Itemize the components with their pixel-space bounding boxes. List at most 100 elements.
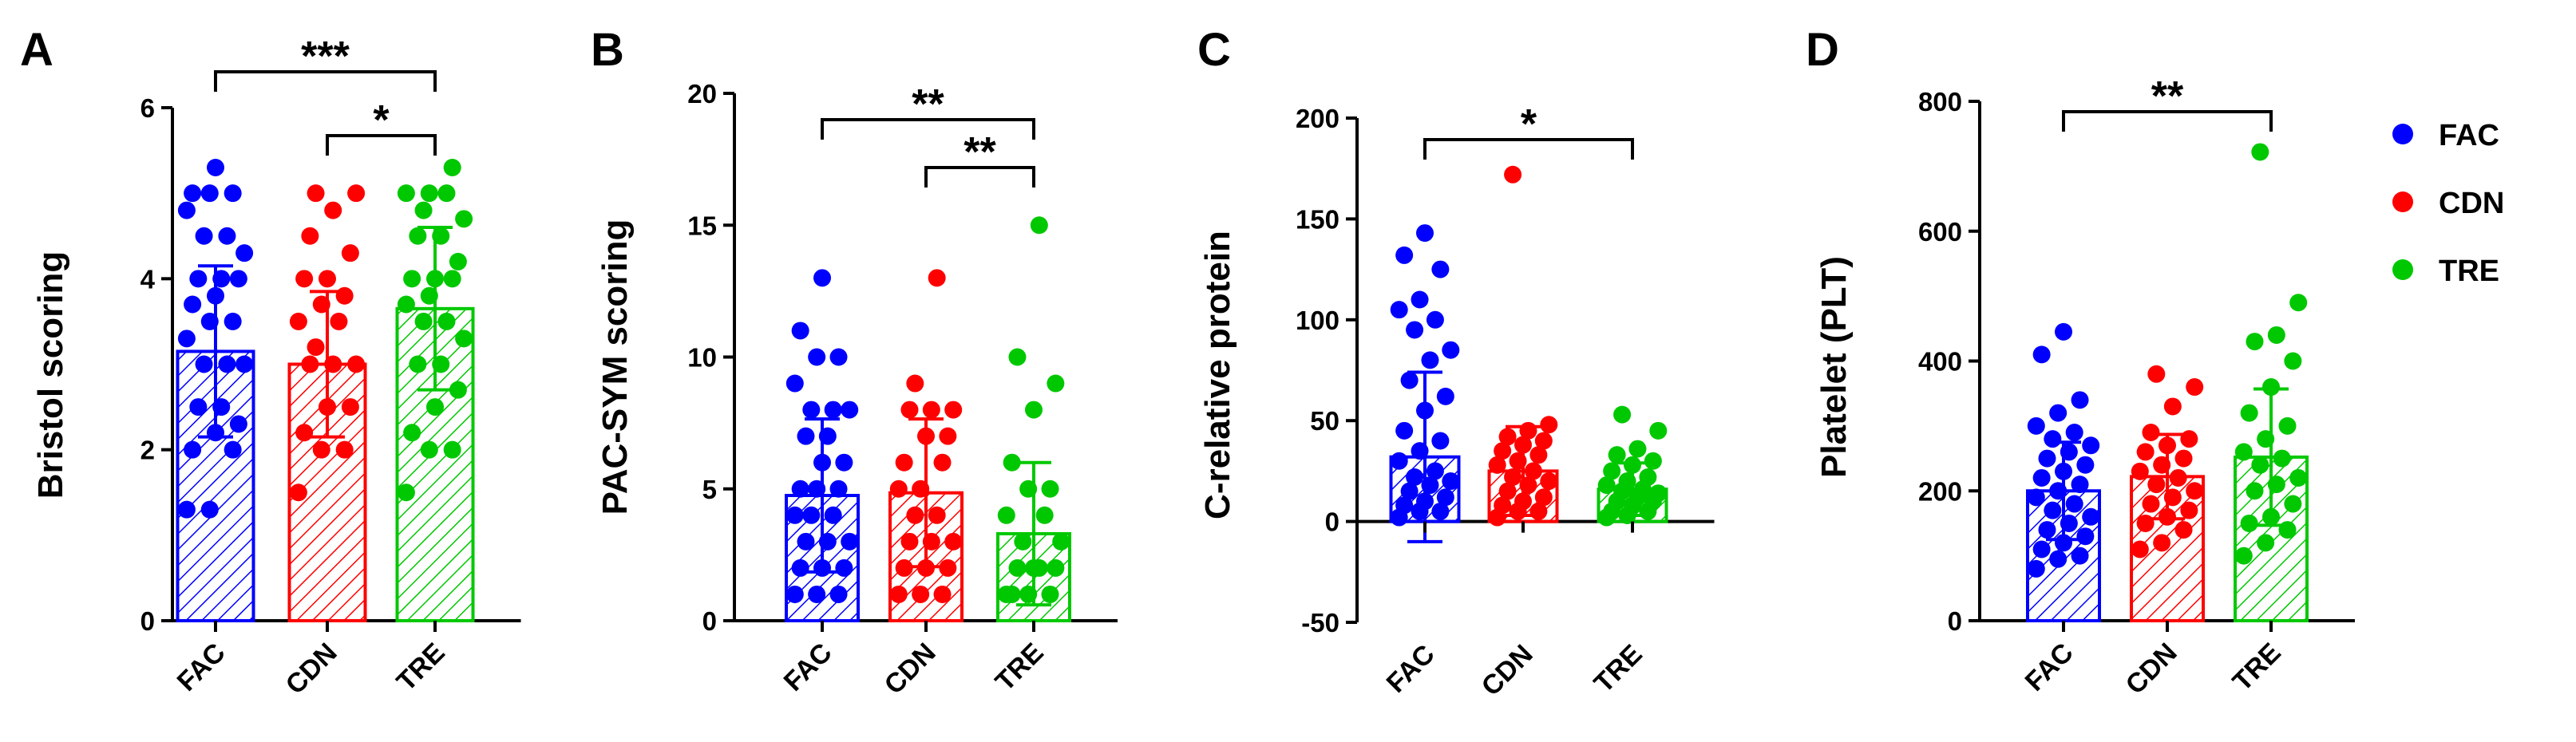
data-point-cdn	[889, 480, 908, 498]
data-point-fac	[177, 330, 196, 348]
data-point-fac	[1411, 290, 1429, 309]
data-point-cdn	[2186, 378, 2204, 397]
data-point-cdn	[312, 440, 330, 459]
data-point-cdn	[906, 506, 924, 524]
data-point-fac	[808, 348, 826, 366]
data-point-cdn	[347, 355, 366, 373]
data-point-tre	[1603, 462, 1621, 480]
data-point-tre	[420, 440, 438, 459]
data-point-fac	[229, 270, 247, 288]
data-point-fac	[835, 453, 853, 472]
data-point-fac	[1406, 468, 1424, 486]
data-point-cdn	[2180, 430, 2198, 448]
data-point-fac	[1400, 371, 1419, 389]
data-point-cdn	[1498, 482, 1517, 500]
data-point-tre	[2251, 456, 2269, 474]
y-tick-label: 10	[687, 343, 717, 373]
data-point-tre	[1003, 585, 1021, 603]
data-point-cdn	[939, 558, 957, 577]
data-point-tre	[397, 483, 415, 502]
data-point-tre	[449, 381, 467, 399]
data-point-tre	[414, 201, 433, 219]
x-tick-label-cdn: CDN	[879, 637, 942, 701]
data-point-tre	[2273, 449, 2291, 468]
data-point-cdn	[1524, 462, 1542, 480]
data-point-tre	[397, 295, 415, 314]
panel-b: B PAC-SYM scoring 0 5 10 15 20 FAC CDN TRE ** **	[591, 24, 1118, 701]
y-tick-label: 2	[140, 436, 155, 465]
data-point-fac	[189, 270, 208, 288]
data-point-cdn	[2153, 534, 2171, 552]
data-point-tre	[1639, 468, 1657, 486]
data-point-fac	[1431, 502, 1450, 520]
y-tick-label: 800	[1918, 87, 1962, 116]
data-point-fac	[1390, 452, 1408, 470]
data-point-cdn	[335, 286, 354, 305]
data-point-fac	[829, 585, 848, 603]
x-tick-label-fac: FAC	[778, 637, 838, 697]
y-tick-label: 400	[1918, 347, 1962, 377]
data-point-fac	[1400, 482, 1419, 500]
data-point-tre	[2257, 534, 2275, 552]
data-point-fac	[1421, 351, 1439, 369]
data-point-fac	[1431, 432, 1450, 450]
data-point-fac	[2049, 550, 2068, 568]
data-point-cdn	[928, 506, 946, 524]
data-point-tre	[426, 398, 444, 416]
data-point-tre	[403, 424, 421, 442]
data-point-cdn	[330, 312, 348, 330]
data-point-tre	[1649, 484, 1668, 503]
significance-stars: ***	[301, 34, 350, 80]
data-point-cdn	[944, 401, 963, 419]
data-point-tre	[409, 355, 427, 373]
data-point-fac	[235, 355, 254, 373]
data-point-tre	[420, 184, 438, 203]
data-point-tre	[2240, 404, 2258, 422]
data-point-fac	[1426, 310, 1444, 329]
y-tick-label: 5	[702, 475, 717, 504]
data-point-tre	[2262, 378, 2280, 397]
data-point-tre	[2278, 416, 2297, 435]
x-tick-label-tre: TRE	[391, 637, 451, 697]
data-point-fac	[1442, 472, 1460, 491]
data-point-tre	[2251, 143, 2269, 161]
data-point-fac	[177, 201, 196, 219]
data-point-cdn	[2131, 462, 2149, 480]
data-point-cdn	[2142, 495, 2160, 513]
data-point-cdn	[347, 184, 366, 203]
x-tick-label-fac: FAC	[172, 637, 231, 697]
data-point-tre	[1035, 506, 1054, 524]
data-point-tre	[1644, 452, 1662, 470]
data-point-fac	[1436, 488, 1454, 507]
data-point-fac	[224, 440, 242, 459]
data-point-tre	[443, 440, 461, 459]
x-tick-label-cdn: CDN	[2120, 637, 2183, 701]
data-point-cdn	[341, 244, 359, 262]
legend-marker-fac	[2392, 124, 2413, 144]
significance-stars: *	[1521, 101, 1537, 148]
y-tick-label: 20	[687, 79, 717, 109]
legend-label-fac: FAC	[2439, 119, 2499, 152]
data-point-fac	[2027, 488, 2045, 507]
y-tick-label: 0	[702, 606, 717, 636]
data-point-cdn	[895, 453, 913, 472]
data-point-fac	[785, 374, 804, 393]
data-point-cdn	[319, 270, 336, 288]
data-point-fac	[841, 532, 859, 551]
significance-stars: *	[373, 97, 390, 144]
data-point-cdn	[900, 401, 919, 419]
data-point-fac	[802, 401, 821, 419]
data-point-cdn	[301, 227, 319, 245]
x-tick-label-cdn: CDN	[1476, 639, 1539, 702]
data-point-cdn	[900, 532, 919, 551]
legend-marker-tre	[2392, 259, 2413, 280]
data-point-cdn	[295, 424, 314, 442]
data-point-fac	[2076, 456, 2095, 474]
data-point-fac	[797, 532, 815, 551]
y-tick-label: 6	[140, 93, 155, 123]
data-point-cdn	[2174, 521, 2193, 539]
data-point-fac	[184, 295, 202, 314]
y-axis-label-c: C-relative protein	[1198, 231, 1237, 519]
data-point-tre	[1052, 532, 1070, 551]
panel-c: C C-relative protein -50 0 50 100 150 200 FAC C…	[1197, 24, 1715, 702]
